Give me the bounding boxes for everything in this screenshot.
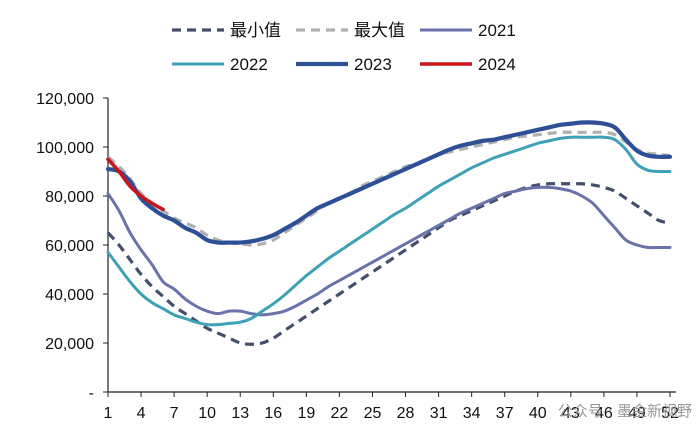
series-line-2021 xyxy=(106,185,672,317)
x-tick-label: 34 xyxy=(463,405,481,422)
series-line-最大值 xyxy=(106,130,671,247)
y-tick-label: 40,000 xyxy=(45,287,94,304)
y-tick-label: 80,000 xyxy=(45,189,94,206)
legend-label: 2023 xyxy=(354,55,392,74)
y-tick-label: 60,000 xyxy=(45,238,94,255)
x-tick-label: 43 xyxy=(562,405,580,422)
y-tick-label: 20,000 xyxy=(45,336,94,353)
series-line-2024 xyxy=(106,157,165,212)
x-tick-label: 7 xyxy=(170,405,179,422)
series-line-2023 xyxy=(105,120,673,245)
legend-label: 最小值 xyxy=(230,21,281,40)
legend-label: 2021 xyxy=(478,21,516,40)
x-tick-label: 28 xyxy=(397,405,415,422)
y-tick-label: - xyxy=(89,385,94,402)
chart-legend: 最小值 最大值 2021 2022 2023 2024 xyxy=(172,21,516,74)
x-tick-label: 46 xyxy=(595,405,613,422)
x-tick-label: 40 xyxy=(529,405,547,422)
chart-axes: - 20,000 40,000 60,000 80,000 100,000 120,000 1… xyxy=(36,91,679,422)
x-tick-label: 31 xyxy=(430,405,448,422)
watermark-text: 公众号 · 墨金新视野 xyxy=(558,402,692,420)
x-tick-label: 4 xyxy=(137,405,146,422)
x-tick-label: 52 xyxy=(661,405,679,422)
y-tick-label: 100,000 xyxy=(36,140,94,157)
series-line-最小值 xyxy=(106,182,671,346)
legend-label: 2024 xyxy=(478,55,516,74)
legend-label: 2022 xyxy=(230,55,268,74)
x-tick-label: 13 xyxy=(231,405,249,422)
x-tick-label: 22 xyxy=(331,405,349,422)
legend-label: 最大值 xyxy=(354,21,405,40)
x-tick-label: 37 xyxy=(496,405,514,422)
x-tick-label: 25 xyxy=(364,405,382,422)
x-tick-label: 16 xyxy=(264,405,282,422)
x-tick-label: 10 xyxy=(198,405,216,422)
x-tick-label: 19 xyxy=(297,405,315,422)
x-tick-label: 49 xyxy=(628,405,646,422)
x-tick-label: 1 xyxy=(104,405,113,422)
y-tick-label: 120,000 xyxy=(36,91,94,108)
series-line-2022 xyxy=(106,135,672,327)
plot-area xyxy=(105,120,673,346)
